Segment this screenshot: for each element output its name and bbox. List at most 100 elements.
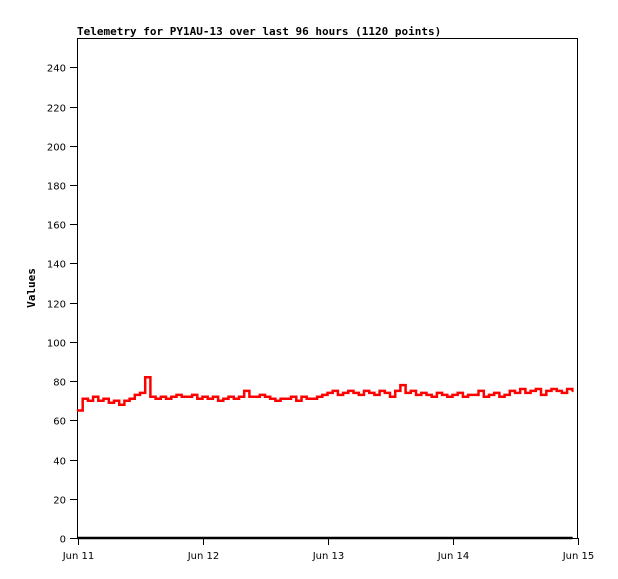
data-point [545,390,548,392]
data-point [404,392,407,394]
data-point [217,399,219,402]
x-tick-label: Jun 12 [187,551,220,562]
data-point [430,396,433,398]
data-point [144,376,146,379]
data-point [97,399,100,402]
y-tick-label: 200 [47,143,66,154]
data-point [295,399,298,402]
data-point [358,394,360,396]
x-tick-label: Jun 13 [312,551,345,562]
x-tick-label: Jun 15 [562,551,595,562]
data-point [154,398,157,400]
y-tick-label: 240 [47,64,66,75]
data-point [92,396,94,398]
data-point [206,398,209,400]
data-point [290,396,292,398]
chart-title: Telemetry for PY1AU-13 over last 96 hour… [77,25,441,38]
data-point [540,394,542,396]
data-point [321,394,324,396]
data-point [384,392,386,394]
data-point [81,398,84,400]
data-point [186,396,188,398]
y-tick-label: 140 [47,260,66,271]
data-point [415,394,417,396]
data-point [123,399,126,402]
data-point [451,394,454,396]
data-point [113,399,115,402]
y-tick-label: 160 [47,221,66,232]
data-point [212,396,214,398]
data-point [509,390,511,392]
data-point [191,394,193,396]
data-point [149,396,152,398]
data-point [180,396,183,398]
data-point [352,392,355,394]
data-point [456,392,459,394]
data-point [399,384,402,386]
series-line-0 [77,375,574,412]
y-tick-label: 40 [53,457,66,468]
data-point [108,401,110,404]
data-point [87,399,89,402]
plot-frame [77,38,578,539]
data-point [373,394,376,396]
data-point [394,390,397,392]
data-point [134,394,136,396]
data-point [535,388,537,390]
y-tick-label: 120 [47,300,66,311]
data-point [441,394,443,396]
y-tick-label: 80 [53,378,66,389]
data-point [305,398,308,400]
data-point [118,403,120,406]
data-point [170,396,173,398]
data-point [488,394,490,396]
data-point [196,398,199,400]
data-point [253,396,256,398]
y-tick-label: 180 [47,182,66,193]
data-point [160,396,162,398]
y-tick-label: 0 [60,535,66,546]
data-point [493,392,496,394]
data-point [233,398,235,400]
data-point [165,398,167,400]
data-point [285,398,287,400]
data-point [571,537,574,539]
data-point [368,392,371,394]
data-point [555,390,558,392]
data-point [420,392,423,394]
y-tick-label: 60 [53,417,66,428]
data-point [550,388,553,390]
data-point [175,394,178,396]
data-point [300,396,303,398]
data-point [243,390,245,392]
data-point [378,390,381,392]
data-point [102,398,105,400]
data-point [519,388,521,390]
data-point [524,392,527,394]
data-point [227,396,230,398]
data-point [477,390,480,392]
y-tick-label: 220 [47,104,66,115]
data-point [514,392,516,394]
data-point [472,394,475,396]
data-point [331,390,334,392]
data-point [76,409,79,412]
data-point [566,388,568,390]
data-point [529,390,532,392]
data-point [436,392,438,394]
data-point [347,390,350,392]
data-point [279,398,282,400]
y-tick-label: 20 [53,496,66,507]
data-point [259,394,261,396]
y-tick-label: 100 [47,339,66,350]
data-point [128,398,131,400]
data-point [483,396,485,398]
data-point [425,394,428,396]
data-point [363,390,365,392]
data-point [326,392,329,394]
data-point [337,394,339,396]
data-point [389,396,391,398]
data-point [503,394,506,396]
data-point [238,396,240,398]
data-point [269,398,272,400]
